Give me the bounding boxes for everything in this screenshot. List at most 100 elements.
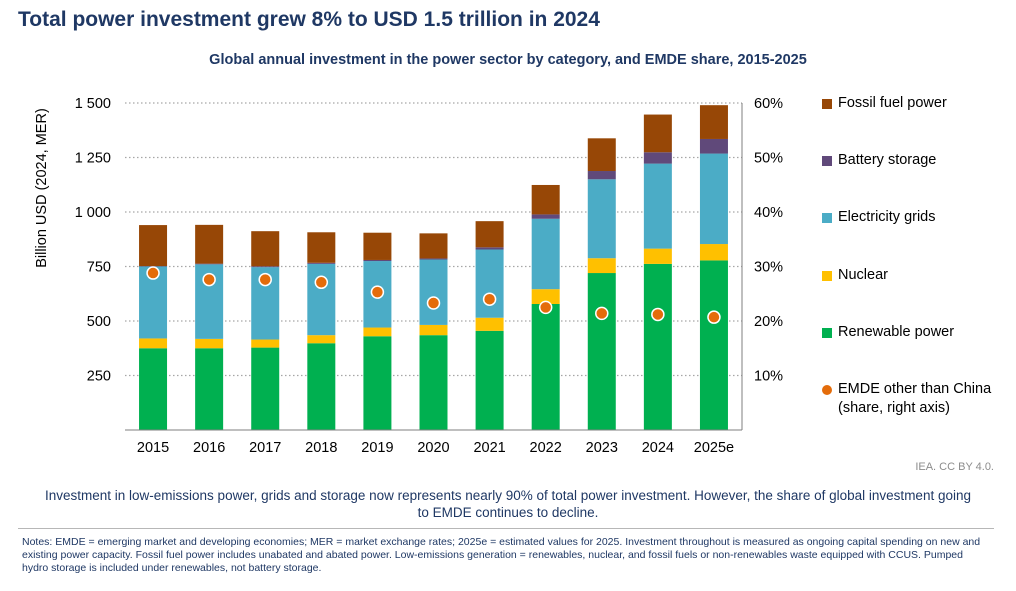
bar-segment xyxy=(363,327,392,337)
page-title: Total power investment grew 8% to USD 1.… xyxy=(18,8,600,31)
bar-segment xyxy=(475,249,504,318)
bar-segment xyxy=(195,348,224,430)
legend-swatch-battery xyxy=(822,156,832,166)
chart-notes: Notes: EMDE = emerging market and develo… xyxy=(22,536,981,574)
y2-tick-label: 60% xyxy=(754,96,783,112)
emde-share-point xyxy=(314,275,329,290)
legend-label-grids: Electricity grids xyxy=(838,209,936,225)
bar-segment xyxy=(475,330,504,430)
bar-segment xyxy=(307,262,336,264)
bar-segment xyxy=(643,248,672,264)
y-tick-label: 250 xyxy=(87,369,111,385)
x-tick-label: 2021 xyxy=(473,440,505,456)
bar-segment xyxy=(475,221,504,248)
bar-segment xyxy=(363,336,392,430)
bar-segment xyxy=(643,263,672,430)
y2-tick-label: 20% xyxy=(754,314,783,330)
legend-swatch-grids xyxy=(822,213,832,223)
bar-segment xyxy=(363,232,392,260)
y-tick-label: 750 xyxy=(87,260,111,276)
emde-share-point xyxy=(651,307,665,322)
bar-segment xyxy=(307,232,336,263)
bar-segment xyxy=(475,317,504,331)
emde-share-point xyxy=(258,272,272,287)
bar-segment xyxy=(699,260,728,430)
bar-segment xyxy=(139,225,168,267)
bar-segment xyxy=(475,247,504,250)
y2-tick-label: 40% xyxy=(754,205,783,221)
bar-segment xyxy=(587,179,616,259)
legend-label-fossil: Fossil fuel power xyxy=(838,95,947,111)
emde-share-point xyxy=(482,292,497,306)
legend-label-renewable: Renewable power xyxy=(838,324,955,340)
bar-segment xyxy=(251,347,280,430)
axes: 250 500 750 1 000 1 250 1 500 10% 20% 30% 40% 50% 6… xyxy=(75,96,783,456)
x-tick-label: 2018 xyxy=(305,440,337,456)
bar-segment xyxy=(251,231,280,267)
legend-swatch-nuclear xyxy=(822,271,832,281)
bar-segment xyxy=(195,263,224,265)
bar-segment xyxy=(419,324,448,336)
divider xyxy=(18,528,994,529)
bar-segment xyxy=(587,258,616,274)
bar-segment xyxy=(195,338,224,349)
bar-segment xyxy=(419,258,448,260)
bar-segment xyxy=(699,105,728,139)
bar-segment xyxy=(419,259,448,325)
bar-segment xyxy=(531,289,560,304)
x-tick-label: 2019 xyxy=(361,440,393,456)
emde-share-points xyxy=(146,266,721,324)
bar-segment xyxy=(195,224,224,264)
x-tick-label: 2020 xyxy=(417,440,449,456)
y-tick-label: 1 250 xyxy=(75,151,111,167)
bar-segment xyxy=(307,335,336,344)
legend-label-emde: EMDE other than China (share, right axis… xyxy=(838,381,992,416)
bar-segment xyxy=(419,335,448,430)
legend-label-battery: Battery storage xyxy=(838,152,937,168)
chart-summary: Investment in low-emissions power, grids… xyxy=(45,488,971,520)
emde-share-point xyxy=(370,285,385,299)
bar-segment xyxy=(363,259,392,262)
bar-segment xyxy=(643,152,672,164)
bar-segment xyxy=(251,266,280,268)
legend-swatch-emde xyxy=(822,385,832,395)
y2-tick-label: 50% xyxy=(754,151,783,167)
bar-stacks xyxy=(139,105,728,430)
chart-subtitle: Global annual investment in the power se… xyxy=(209,52,807,68)
bar-segment xyxy=(699,244,728,261)
bar-segment xyxy=(307,343,336,430)
bar-segment xyxy=(587,138,616,172)
bar-segment xyxy=(531,218,560,290)
bar-segment xyxy=(643,163,672,249)
y-axis-label: Billion USD (2024, MER) xyxy=(34,108,50,268)
bar-segment xyxy=(307,263,336,336)
bar-segment xyxy=(531,184,560,215)
bar-segment xyxy=(531,303,560,430)
bar-segment xyxy=(587,273,616,430)
emde-share-point xyxy=(146,266,160,280)
x-tick-label: 2016 xyxy=(193,440,225,456)
x-tick-label: 2024 xyxy=(642,440,674,456)
bar-segment xyxy=(139,338,168,349)
y-tick-label: 1 500 xyxy=(75,96,111,112)
bar-segment xyxy=(699,138,728,154)
y2-tick-label: 30% xyxy=(754,260,783,276)
stacked-bar-chart: 250 500 750 1 000 1 250 1 500 10% 20% 30% 40% 50% 6… xyxy=(34,96,783,456)
emde-share-point xyxy=(595,306,609,321)
y-tick-label: 1 000 xyxy=(75,205,111,221)
emde-share-point xyxy=(538,300,553,315)
emde-share-point xyxy=(202,272,216,287)
bar-segment xyxy=(699,153,728,245)
y-tick-label: 500 xyxy=(87,314,111,330)
legend-label-nuclear: Nuclear xyxy=(838,267,888,283)
legend-swatch-renewable xyxy=(822,328,832,338)
emde-share-point xyxy=(707,310,721,324)
bar-segment xyxy=(139,348,168,430)
bar-segment xyxy=(251,339,280,348)
x-tick-label: 2025e xyxy=(694,440,734,456)
bar-segment xyxy=(587,171,616,180)
x-tick-label: 2023 xyxy=(586,440,618,456)
bar-segment xyxy=(419,233,448,259)
y2-tick-label: 10% xyxy=(754,369,783,385)
legend-swatch-fossil xyxy=(822,99,832,109)
